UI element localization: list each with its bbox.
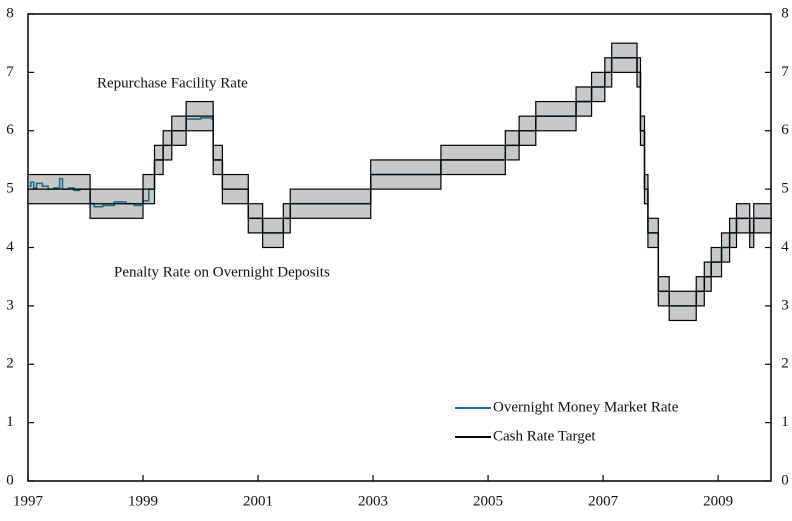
legend-label: Overnight Money Market Rate — [493, 399, 679, 415]
y-tick-label: 3 — [6, 297, 14, 313]
y-tick-label: 4 — [6, 239, 14, 255]
y-tick-label: 1 — [6, 414, 14, 430]
x-tick-label: 2009 — [703, 493, 733, 509]
y-tick-label: 8 — [6, 5, 14, 21]
y2-tick-label: 6 — [781, 122, 789, 138]
y-tick-label: 7 — [6, 64, 14, 80]
x-tick-label: 2005 — [473, 493, 503, 509]
y2-tick-label: 0 — [781, 472, 789, 488]
x-tick-label: 2007 — [588, 493, 619, 509]
annotation: Penalty Rate on Overnight Deposits — [114, 264, 330, 280]
legend-label: Cash Rate Target — [493, 428, 596, 444]
annotation: Repurchase Facility Rate — [97, 75, 248, 91]
x-tick-label: 1997 — [13, 493, 44, 509]
x-tick-label: 2001 — [243, 493, 273, 509]
y-tick-label: 6 — [6, 122, 14, 138]
x-tick-label: 1999 — [128, 493, 158, 509]
x-tick-label: 2003 — [358, 493, 388, 509]
y-tick-label: 2 — [6, 356, 14, 372]
y-tick-label: 0 — [6, 472, 14, 488]
y2-tick-label: 5 — [781, 181, 789, 197]
y2-tick-label: 7 — [781, 64, 789, 80]
y2-tick-label: 4 — [781, 239, 789, 255]
y2-tick-label: 1 — [781, 414, 789, 430]
y2-tick-label: 3 — [781, 297, 789, 313]
y2-tick-label: 2 — [781, 356, 789, 372]
y2-tick-label: 8 — [781, 5, 789, 21]
rate-line — [28, 57, 771, 307]
y-tick-label: 5 — [6, 181, 14, 197]
